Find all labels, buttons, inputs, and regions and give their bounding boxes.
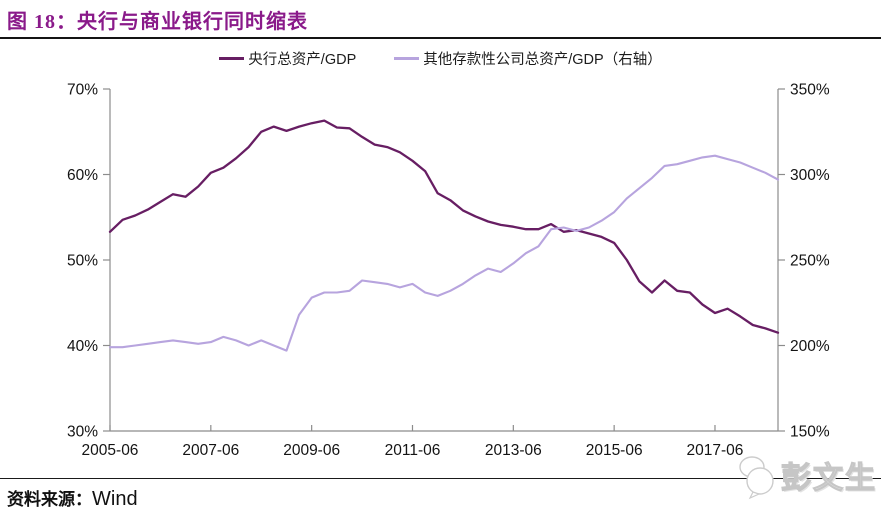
right-axis-tick-label: 250% <box>790 253 830 270</box>
x-axis-tick-label: 2007-06 <box>182 442 239 459</box>
x-axis-tick-label: 2005-06 <box>82 442 139 459</box>
title-divider <box>0 37 881 39</box>
publisher-watermark: 彭文生 <box>737 450 877 500</box>
figure-label: 图 18： <box>7 11 77 33</box>
source-provider: Wind <box>92 488 138 510</box>
overlapping-bubbles-icon <box>739 456 774 500</box>
legend-item-other-depository: 其他存款性公司总资产/GDP（右轴） <box>394 48 662 69</box>
x-axis-tick-label: 2011-06 <box>385 442 441 459</box>
left-axis-tick-label: 60% <box>67 167 98 184</box>
legend-label: 其他存款性公司总资产/GDP（右轴） <box>423 52 662 68</box>
watermark-text: 彭文生 <box>780 461 877 495</box>
right-axis-tick-label: 300% <box>790 167 830 184</box>
right-axis-tick-label: 350% <box>790 82 830 99</box>
chart-legend: 央行总资产/GDP 其他存款性公司总资产/GDP（右轴） <box>0 48 881 69</box>
footer-divider <box>0 478 881 479</box>
right-axis-tick-label: 200% <box>790 338 830 355</box>
series-central-bank-line <box>108 119 780 334</box>
figure-title: 图 18：央行与商业银行同时缩表 <box>7 5 308 34</box>
legend-line-swatch-light <box>394 57 420 60</box>
left-axis-tick-label: 40% <box>67 338 98 355</box>
left-axis-tick-label: 30% <box>67 424 98 441</box>
series-other-depository-line <box>108 154 780 352</box>
source-label: 资料来源： <box>7 490 92 509</box>
left-axis-tick-label: 70% <box>67 82 98 99</box>
left-axis-tick-label: 50% <box>67 253 98 270</box>
legend-label: 央行总资产/GDP <box>248 52 357 68</box>
source-note: 资料来源：Wind <box>7 485 138 511</box>
x-axis-tick-label: 2015-06 <box>586 442 643 459</box>
x-axis-tick-label: 2009-06 <box>283 442 340 459</box>
legend-line-swatch-dark <box>219 57 245 60</box>
legend-item-central-bank: 央行总资产/GDP <box>219 48 356 69</box>
x-axis-tick-label: 2017-06 <box>687 442 744 459</box>
x-axis-tick-label: 2013-06 <box>485 442 542 459</box>
right-axis-tick-label: 150% <box>790 424 830 441</box>
page-title: 央行与商业银行同时缩表 <box>77 11 308 33</box>
line-chart: 70% 60% 50% 40% 30% 350% 300% 250% 200% 150% 2005-… <box>67 82 830 460</box>
